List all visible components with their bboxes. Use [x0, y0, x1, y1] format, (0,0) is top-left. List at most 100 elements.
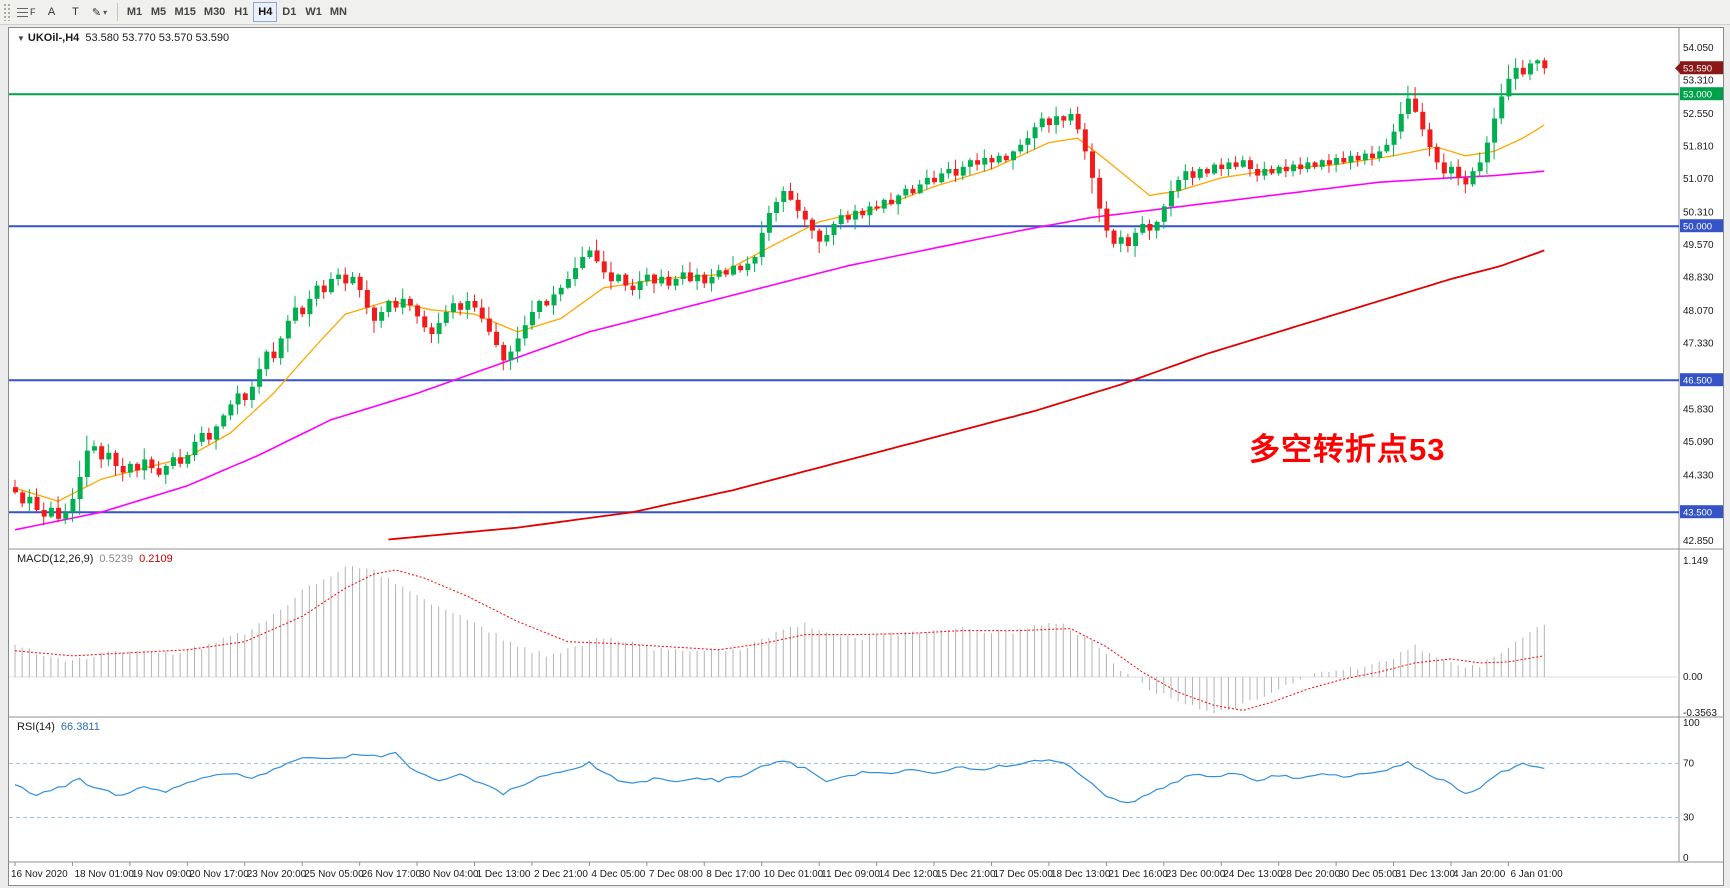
date-label: 15 Dec 21:00	[936, 869, 996, 880]
timeframe-button-h4[interactable]: H4	[253, 2, 278, 22]
rsi-header: RSI(14) 66.3811	[17, 721, 100, 733]
date-label: 6 Jan 01:00	[1510, 869, 1563, 880]
fibonacci-label: F	[30, 7, 36, 17]
svg-text:-0.3563: -0.3563	[1683, 708, 1717, 719]
price-axis[interactable]	[1679, 28, 1723, 862]
ma-mid-magenta-line	[14, 170, 1545, 531]
svg-text:0: 0	[1683, 853, 1689, 864]
price-axis-ticks: 54.050 53.310 52.550 51.810 51.070 50.310 49.5…	[1680, 43, 1723, 547]
svg-text:0.00: 0.00	[1683, 672, 1703, 683]
date-label: 20 Nov 17:00	[189, 869, 249, 880]
current-price-marker: 53.590	[1675, 61, 1723, 75]
macd-indicator	[9, 566, 1679, 714]
svg-text:42.850: 42.850	[1683, 536, 1714, 547]
svg-text:1.149: 1.149	[1683, 556, 1708, 567]
rsi-label: RSI(14)	[17, 721, 55, 733]
svg-text:47.330: 47.330	[1683, 339, 1714, 350]
svg-text:53.000: 53.000	[1683, 90, 1712, 101]
toolbar: F A T ✎ ▾ M1 M5 M15 M30 H1 H4 D1 W1 MN	[0, 0, 1730, 25]
date-label: 19 Nov 09:00	[132, 869, 192, 880]
ma-slow-red-line	[388, 249, 1545, 541]
date-label: 25 Nov 05:00	[304, 869, 364, 880]
date-label: 30 Nov 04:00	[419, 869, 479, 880]
svg-text:45.830: 45.830	[1683, 405, 1714, 416]
svg-text:44.330: 44.330	[1683, 471, 1714, 482]
main-chart-plot-area[interactable]	[9, 28, 1679, 549]
panel-separators	[9, 28, 1723, 863]
drawing-tools-group: F A T ✎ ▾	[13, 2, 112, 22]
macd-main-value: 0.5239	[99, 553, 134, 565]
svg-text:48.830: 48.830	[1683, 273, 1714, 284]
date-label: 4 Dec 05:00	[591, 869, 645, 880]
date-label: 18 Nov 01:00	[74, 869, 134, 880]
svg-text:70: 70	[1683, 759, 1695, 770]
timeframe-button-m30[interactable]: M30	[203, 6, 226, 18]
chevron-down-icon: ▾	[103, 7, 108, 17]
chart-window: 54.050 53.310 52.550 51.810 51.070 50.310 49.5…	[8, 27, 1724, 886]
timeframe-button-d1[interactable]: D1	[282, 6, 297, 18]
symbol-label: UKOil-,H4	[27, 32, 80, 44]
svg-text:53.310: 53.310	[1683, 76, 1714, 87]
timeframe-button-h1[interactable]: H1	[234, 6, 249, 18]
chart-annotation-text: 多空转折点53	[1249, 432, 1446, 467]
macd-axis-ticks: 1.149 0.00 -0.3563	[1683, 556, 1717, 719]
toolbar-separator	[116, 3, 118, 21]
svg-text:50.000: 50.000	[1683, 222, 1712, 233]
date-label: 23 Nov 20:00	[247, 869, 307, 880]
svg-text:46.500: 46.500	[1683, 376, 1712, 387]
svg-text:52.550: 52.550	[1683, 109, 1714, 120]
arrows-dropdown-icon: ✎	[91, 6, 102, 19]
chart-canvas: 54.050 53.310 52.550 51.810 51.070 50.310 49.5…	[9, 28, 1723, 880]
ma-fast-orange-line	[14, 124, 1545, 502]
date-label: 14 Dec 12:00	[879, 869, 939, 880]
date-label: 21 Dec 16:00	[1108, 869, 1168, 880]
svg-text:30: 30	[1683, 813, 1695, 824]
svg-text:51.810: 51.810	[1683, 142, 1714, 153]
svg-text:48.070: 48.070	[1683, 306, 1714, 317]
date-label: 4 Jan 20:00	[1453, 869, 1506, 880]
date-label: 26 Nov 17:00	[362, 869, 422, 880]
date-label: 31 Dec 13:00	[1396, 869, 1456, 880]
collapse-icon[interactable]: ▼	[17, 34, 25, 43]
svg-text:43.500: 43.500	[1683, 508, 1712, 519]
date-label: 18 Dec 13:00	[1051, 869, 1111, 880]
timeframe-button-m1[interactable]: M1	[126, 6, 143, 18]
toolbar-grip[interactable]	[3, 3, 10, 21]
date-label: 24 Dec 13:00	[1223, 869, 1283, 880]
timeframe-button-w1[interactable]: W1	[305, 6, 322, 18]
date-label: 8 Dec 17:00	[706, 869, 760, 880]
date-label: 23 Dec 00:00	[1166, 869, 1226, 880]
text-tool-button[interactable]: T	[64, 2, 88, 22]
arrow-tool-button[interactable]: A	[40, 2, 64, 22]
date-label: 1 Dec 13:00	[477, 869, 531, 880]
ohlc-values: 53.580 53.770 53.570 53.590	[85, 32, 230, 44]
arrows-dropdown-button[interactable]: ✎ ▾	[88, 2, 112, 22]
arrow-tool-icon: A	[47, 6, 56, 18]
macd-label: MACD(12,26,9)	[17, 553, 94, 565]
date-label: 17 Dec 05:00	[993, 869, 1053, 880]
date-label: 7 Dec 08:00	[649, 869, 703, 880]
fibonacci-tool-button[interactable]: F	[13, 2, 40, 22]
macd-signal-value: 0.2109	[139, 553, 173, 565]
text-tool-icon: T	[72, 6, 79, 18]
date-label: 16 Nov 2020	[11, 869, 68, 880]
rsi-axis-ticks: 100 70 30 0	[1683, 718, 1700, 864]
macd-plot-area[interactable]	[9, 549, 1679, 717]
horizontal-level-lines	[9, 93, 1679, 514]
svg-text:51.070: 51.070	[1683, 174, 1714, 185]
svg-text:49.570: 49.570	[1683, 240, 1714, 251]
svg-text:45.090: 45.090	[1683, 437, 1714, 448]
timeframe-button-m15[interactable]: M15	[174, 6, 196, 18]
timeframe-button-mn[interactable]: MN	[329, 6, 347, 18]
svg-text:54.050: 54.050	[1683, 43, 1714, 54]
time-axis[interactable]	[9, 862, 1723, 885]
timeframe-button-m5[interactable]: M5	[150, 6, 167, 18]
svg-text:100: 100	[1683, 718, 1700, 729]
macd-header: MACD(12,26,9) 0.5239 0.2109	[17, 553, 173, 565]
date-label: 28 Dec 20:00	[1281, 869, 1341, 880]
rsi-indicator	[9, 751, 1679, 818]
candlestick-series	[13, 57, 1548, 526]
rsi-value: 66.3811	[60, 721, 100, 733]
rsi-plot-area[interactable]	[9, 717, 1679, 862]
